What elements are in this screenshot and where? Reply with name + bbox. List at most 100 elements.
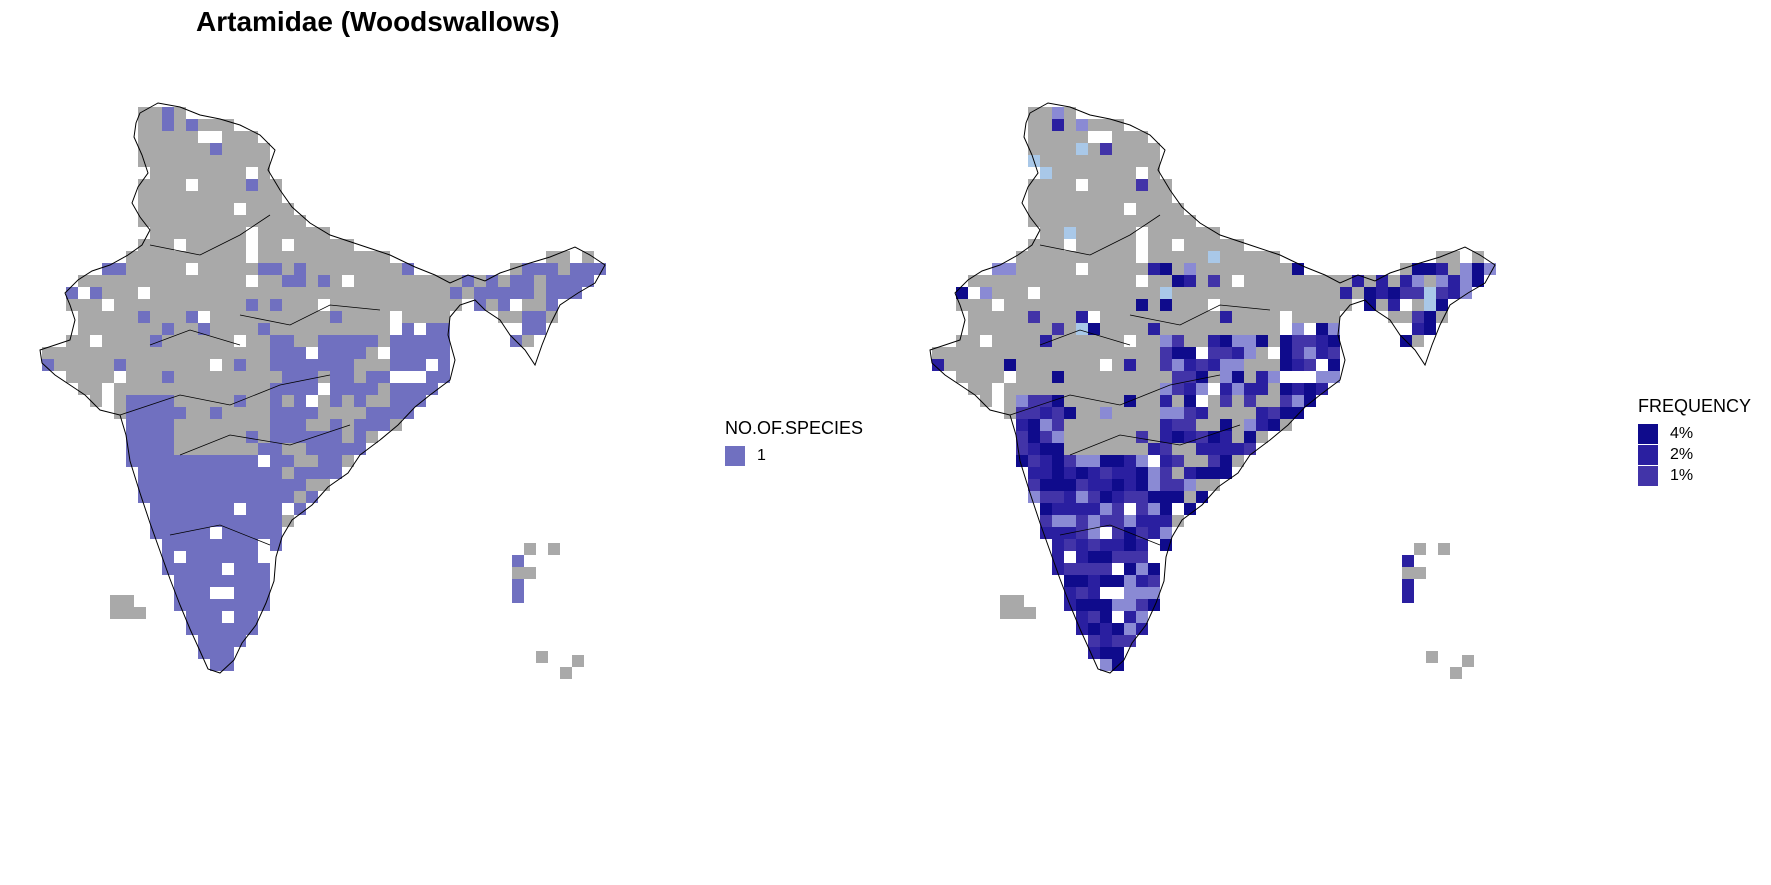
grid-cell [294,323,306,335]
grid-cell [1028,239,1040,251]
grid-cell [174,227,186,239]
grid-cell [1088,563,1100,575]
grid-cell [1292,383,1304,395]
grid-cell [366,383,378,395]
grid-cell [1052,179,1064,191]
grid-cell [1460,275,1472,287]
grid-cell [354,311,366,323]
grid-cell [114,335,126,347]
grid-cell [1016,311,1028,323]
grid-cell [1412,287,1424,299]
grid-cell [210,479,222,491]
grid-cell [270,491,282,503]
grid-cell [1100,611,1112,623]
grid-cell [1064,443,1076,455]
grid-cell [1052,311,1064,323]
grid-cell [1136,455,1148,467]
grid-cell [330,455,342,467]
grid-cell [282,419,294,431]
grid-cell [222,227,234,239]
grid-cell [342,383,354,395]
grid-cell [1184,419,1196,431]
grid-cell [1148,203,1160,215]
grid-cell [222,407,234,419]
frequency-legend-swatch [1638,444,1658,465]
grid-cell [1064,299,1076,311]
grid-cell [198,347,210,359]
island-cell [1402,567,1414,579]
state-boundary [169,524,271,546]
grid-cell [1376,299,1388,311]
grid-cell [150,311,162,323]
grid-cell [246,179,258,191]
grid-cell [1220,371,1232,383]
grid-cell [234,611,246,623]
grid-cell [246,539,258,551]
grid-cell [1112,383,1124,395]
grid-cell [186,479,198,491]
island-cell [1402,591,1414,603]
grid-cell [1124,155,1136,167]
grid-cell [150,203,162,215]
grid-cell [1100,263,1112,275]
grid-cell [1280,335,1292,347]
grid-cell [150,275,162,287]
grid-cell [1028,311,1040,323]
grid-cell [1100,215,1112,227]
grid-cell [1280,263,1292,275]
grid-cell [138,263,150,275]
grid-cell [558,287,570,299]
grid-cell [1436,299,1448,311]
grid-cell [1064,203,1076,215]
grid-cell [1184,335,1196,347]
grid-cell [234,263,246,275]
grid-cell [1016,419,1028,431]
grid-cell [90,323,102,335]
grid-cell [1064,167,1076,179]
grid-cell [1076,119,1088,131]
grid-cell [1148,239,1160,251]
grid-cell [294,503,306,515]
grid-cell [1196,419,1208,431]
grid-cell [1112,395,1124,407]
grid-cell [318,395,330,407]
grid-cell [210,515,222,527]
grid-cell [210,575,222,587]
grid-cell [1220,323,1232,335]
grid-cell [1172,479,1184,491]
grid-cell [378,371,390,383]
grid-cell [258,275,270,287]
grid-cell [968,359,980,371]
grid-cell [1148,515,1160,527]
grid-cell [1136,287,1148,299]
grid-cell [1208,455,1220,467]
grid-cell [222,251,234,263]
grid-cell [1184,479,1196,491]
grid-cell [138,407,150,419]
grid-cell [186,239,198,251]
grid-cell [1160,515,1172,527]
grid-cell [150,287,162,299]
grid-cell [438,299,450,311]
grid-cell [1112,623,1124,635]
grid-cell [1112,515,1124,527]
grid-cell [78,359,90,371]
grid-cell [210,119,222,131]
grid-cell [1244,431,1256,443]
grid-cell [1076,299,1088,311]
grid-cell [222,359,234,371]
species-legend-swatch [725,445,745,466]
grid-cell [1124,563,1136,575]
grid-cell [1136,383,1148,395]
grid-cell [282,347,294,359]
grid-cell [234,251,246,263]
grid-cell [1208,443,1220,455]
grid-cell [1112,191,1124,203]
grid-cell [150,503,162,515]
grid-cell [342,395,354,407]
grid-cell [210,167,222,179]
grid-cell [114,347,126,359]
grid-cell [1076,431,1088,443]
grid-cell [1004,299,1016,311]
grid-cell [150,419,162,431]
